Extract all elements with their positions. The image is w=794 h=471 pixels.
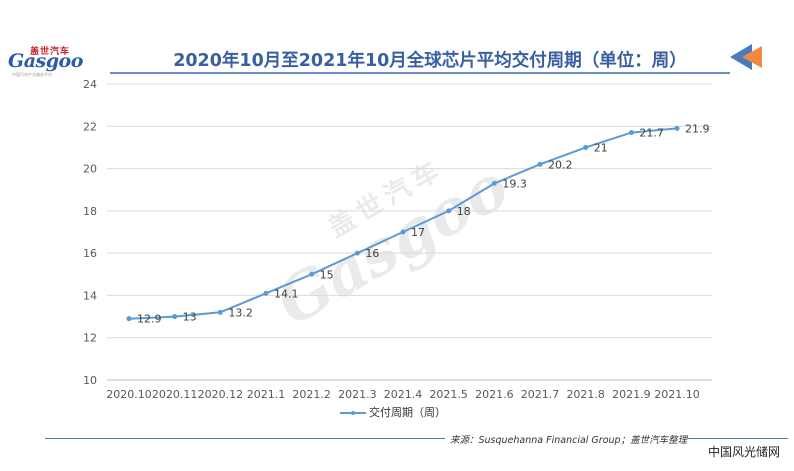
x-tick-label: 2021.1 <box>247 388 286 401</box>
data-points <box>126 125 680 322</box>
y-tick-label: 14 <box>83 289 97 302</box>
data-point <box>491 180 497 186</box>
data-label: 12.9 <box>137 313 162 326</box>
x-tick-label: 2021.7 <box>521 388 560 401</box>
y-tick-label: 20 <box>83 163 97 176</box>
data-point <box>309 271 315 277</box>
data-point <box>263 290 269 296</box>
corner-arrow-icon <box>730 44 762 70</box>
data-label: 19.3 <box>502 177 527 190</box>
y-tick-label: 18 <box>83 205 97 218</box>
x-tick-label: 2021.2 <box>292 388 331 401</box>
gridlines <box>107 83 712 381</box>
data-point <box>674 125 680 131</box>
data-point <box>628 130 634 136</box>
data-label: 13.2 <box>228 306 253 319</box>
y-tick-label: 16 <box>83 247 97 260</box>
x-tick-label: 2021.5 <box>429 388 468 401</box>
y-tick-label: 22 <box>83 120 97 133</box>
data-label: 14.1 <box>274 287 299 300</box>
data-point <box>354 250 360 256</box>
y-tick-label: 24 <box>83 78 97 91</box>
legend-series-label: 交付周期（周） <box>369 406 446 419</box>
data-label: 21.9 <box>685 122 710 135</box>
data-label: 17 <box>411 226 425 239</box>
data-point <box>583 144 589 150</box>
x-tick-label: 2021.10 <box>654 388 700 401</box>
watermark: 盖世汽车 Gasgoo <box>264 149 521 339</box>
footer-rule-right <box>688 438 788 439</box>
x-tick-label: 2020.10 <box>106 388 152 401</box>
logo-subtitle-text: 中国汽车产业服务平台 <box>12 72 52 77</box>
data-point <box>172 314 178 320</box>
title-underline <box>110 72 730 74</box>
data-label: 15 <box>320 268 334 281</box>
data-point <box>537 161 543 167</box>
corner-arrow-blue-shape <box>730 44 752 70</box>
data-point <box>126 316 132 322</box>
data-label: 21.7 <box>639 127 664 140</box>
logo-chinese-text: 盖世汽车 <box>30 47 71 57</box>
y-axis-tick-labels: 10 12 14 16 18 20 22 24 <box>83 78 97 387</box>
legend: 交付周期（周） <box>340 404 446 420</box>
gasgoo-logo: 盖世汽车 Gasgoo 中国汽车产业服务平台 <box>8 44 83 78</box>
x-tick-label: 2021.3 <box>338 388 377 401</box>
data-labels: 12.9 13 13.2 14.1 15 16 17 18 19.3 20.2 21 21.7 21.9 <box>137 122 710 325</box>
x-tick-label: 2021.8 <box>566 388 605 401</box>
data-point <box>217 309 223 315</box>
data-label: 13 <box>183 311 197 324</box>
x-tick-label: 2020.11 <box>152 388 198 401</box>
legend-line-swatch <box>340 409 366 417</box>
x-axis-tick-labels: 2020.10 2020.11 2020.12 2021.1 2021.2 2021.3 2… <box>106 388 700 401</box>
data-label: 21 <box>594 141 608 154</box>
data-point <box>446 208 452 214</box>
x-tick-label: 2021.6 <box>475 388 514 401</box>
corner-arrow-orange-shape <box>742 46 762 68</box>
footer-rule-left <box>45 438 445 439</box>
data-label: 20.2 <box>548 158 573 171</box>
data-label: 16 <box>365 247 379 260</box>
chart-title: 2020年10月至2021年10月全球芯片平均交付周期（单位：周） <box>173 51 687 71</box>
x-tick-label: 2021.9 <box>612 388 651 401</box>
source-note: 来源：Susquehanna Financial Group；盖世汽车整理 <box>450 435 688 446</box>
y-tick-label: 10 <box>83 374 97 387</box>
data-point <box>400 229 406 235</box>
x-tick-label: 2020.12 <box>198 388 244 401</box>
logo-english-text: Gasgoo <box>8 50 83 72</box>
data-label: 18 <box>457 205 471 218</box>
site-name-label: 中国风光储网 <box>708 445 781 459</box>
x-tick-label: 2021.4 <box>384 388 423 401</box>
y-tick-label: 12 <box>83 332 97 345</box>
